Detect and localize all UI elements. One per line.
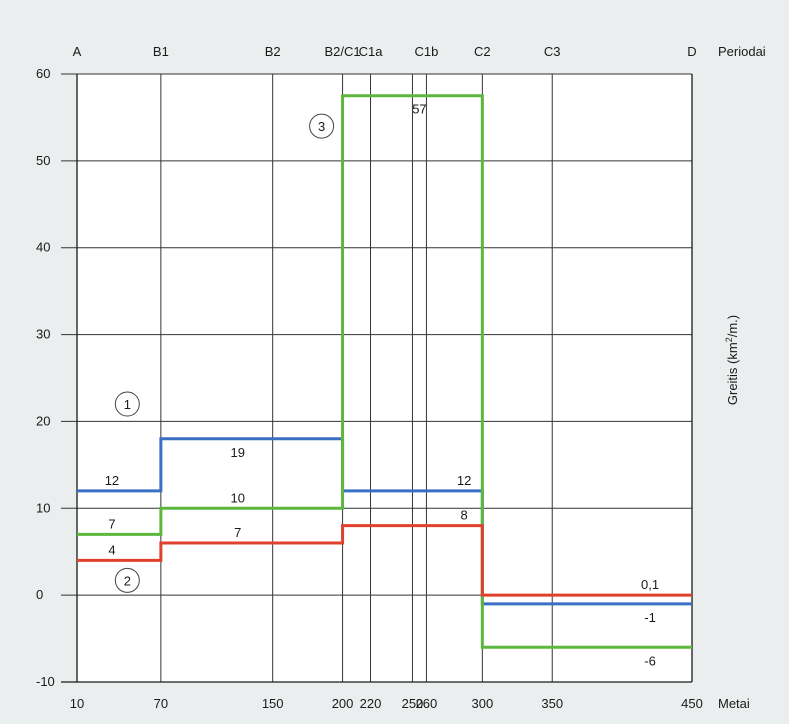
data-label: -1: [644, 610, 656, 625]
data-label: 4: [108, 542, 115, 557]
data-label: 57: [412, 102, 426, 117]
circled-marker: 2: [114, 567, 140, 593]
data-label: 10: [231, 490, 245, 505]
data-label: 12: [105, 473, 119, 488]
y-tick-label: 30: [36, 327, 50, 342]
series-line-3: [77, 524, 692, 597]
circled-marker: 1: [114, 391, 140, 417]
x-tick-label: 150: [262, 696, 284, 711]
period-label: C2: [474, 44, 491, 59]
marker-label: 3: [318, 119, 325, 134]
marker-label: 1: [124, 397, 131, 412]
x-tick-label: 250: [402, 696, 424, 711]
marker-circle: [309, 113, 335, 139]
period-label: B2/C1: [324, 44, 360, 59]
x-tick-label: 10: [70, 696, 84, 711]
data-label: 0,1: [641, 577, 659, 592]
x-tick-label: 350: [541, 696, 563, 711]
marker-circle: [114, 567, 140, 593]
data-label: 8: [461, 508, 468, 523]
y-tick-label: 0: [36, 587, 43, 602]
y-tick-label: -10: [36, 674, 55, 689]
y-tick-label: 20: [36, 413, 50, 428]
plot-area: [77, 74, 692, 682]
x-tick-label: 200: [332, 696, 354, 711]
x-tick-label: 300: [471, 696, 493, 711]
x-axis-title: Metai: [718, 696, 750, 711]
y-tick-label: 40: [36, 240, 50, 255]
period-label: D: [687, 44, 696, 59]
y-axis-title: Greitis (km2/m.): [724, 315, 740, 405]
period-label: A: [73, 44, 82, 59]
data-label: 12: [457, 473, 471, 488]
top-axis-title: Periodai: [718, 44, 766, 59]
period-label: C1b: [415, 44, 439, 59]
x-tick-label: 70: [154, 696, 168, 711]
y-tick-label: 50: [36, 153, 50, 168]
y-tick-label: 60: [36, 66, 50, 81]
x-tick-label: 450: [681, 696, 703, 711]
data-label: 7: [234, 525, 241, 540]
y-tick-label: 10: [36, 500, 50, 515]
marker-label: 2: [124, 573, 131, 588]
data-label: 19: [231, 445, 245, 460]
period-label: B1: [153, 44, 169, 59]
x-tick-label: 220: [360, 696, 382, 711]
x-tick-label: 260: [416, 696, 438, 711]
data-label: 7: [108, 516, 115, 531]
period-label: B2: [265, 44, 281, 59]
marker-circle: [114, 391, 140, 417]
circled-marker: 3: [309, 113, 335, 139]
period-label: C3: [544, 44, 561, 59]
data-label: -6: [644, 653, 656, 668]
period-label: C1a: [359, 44, 384, 59]
